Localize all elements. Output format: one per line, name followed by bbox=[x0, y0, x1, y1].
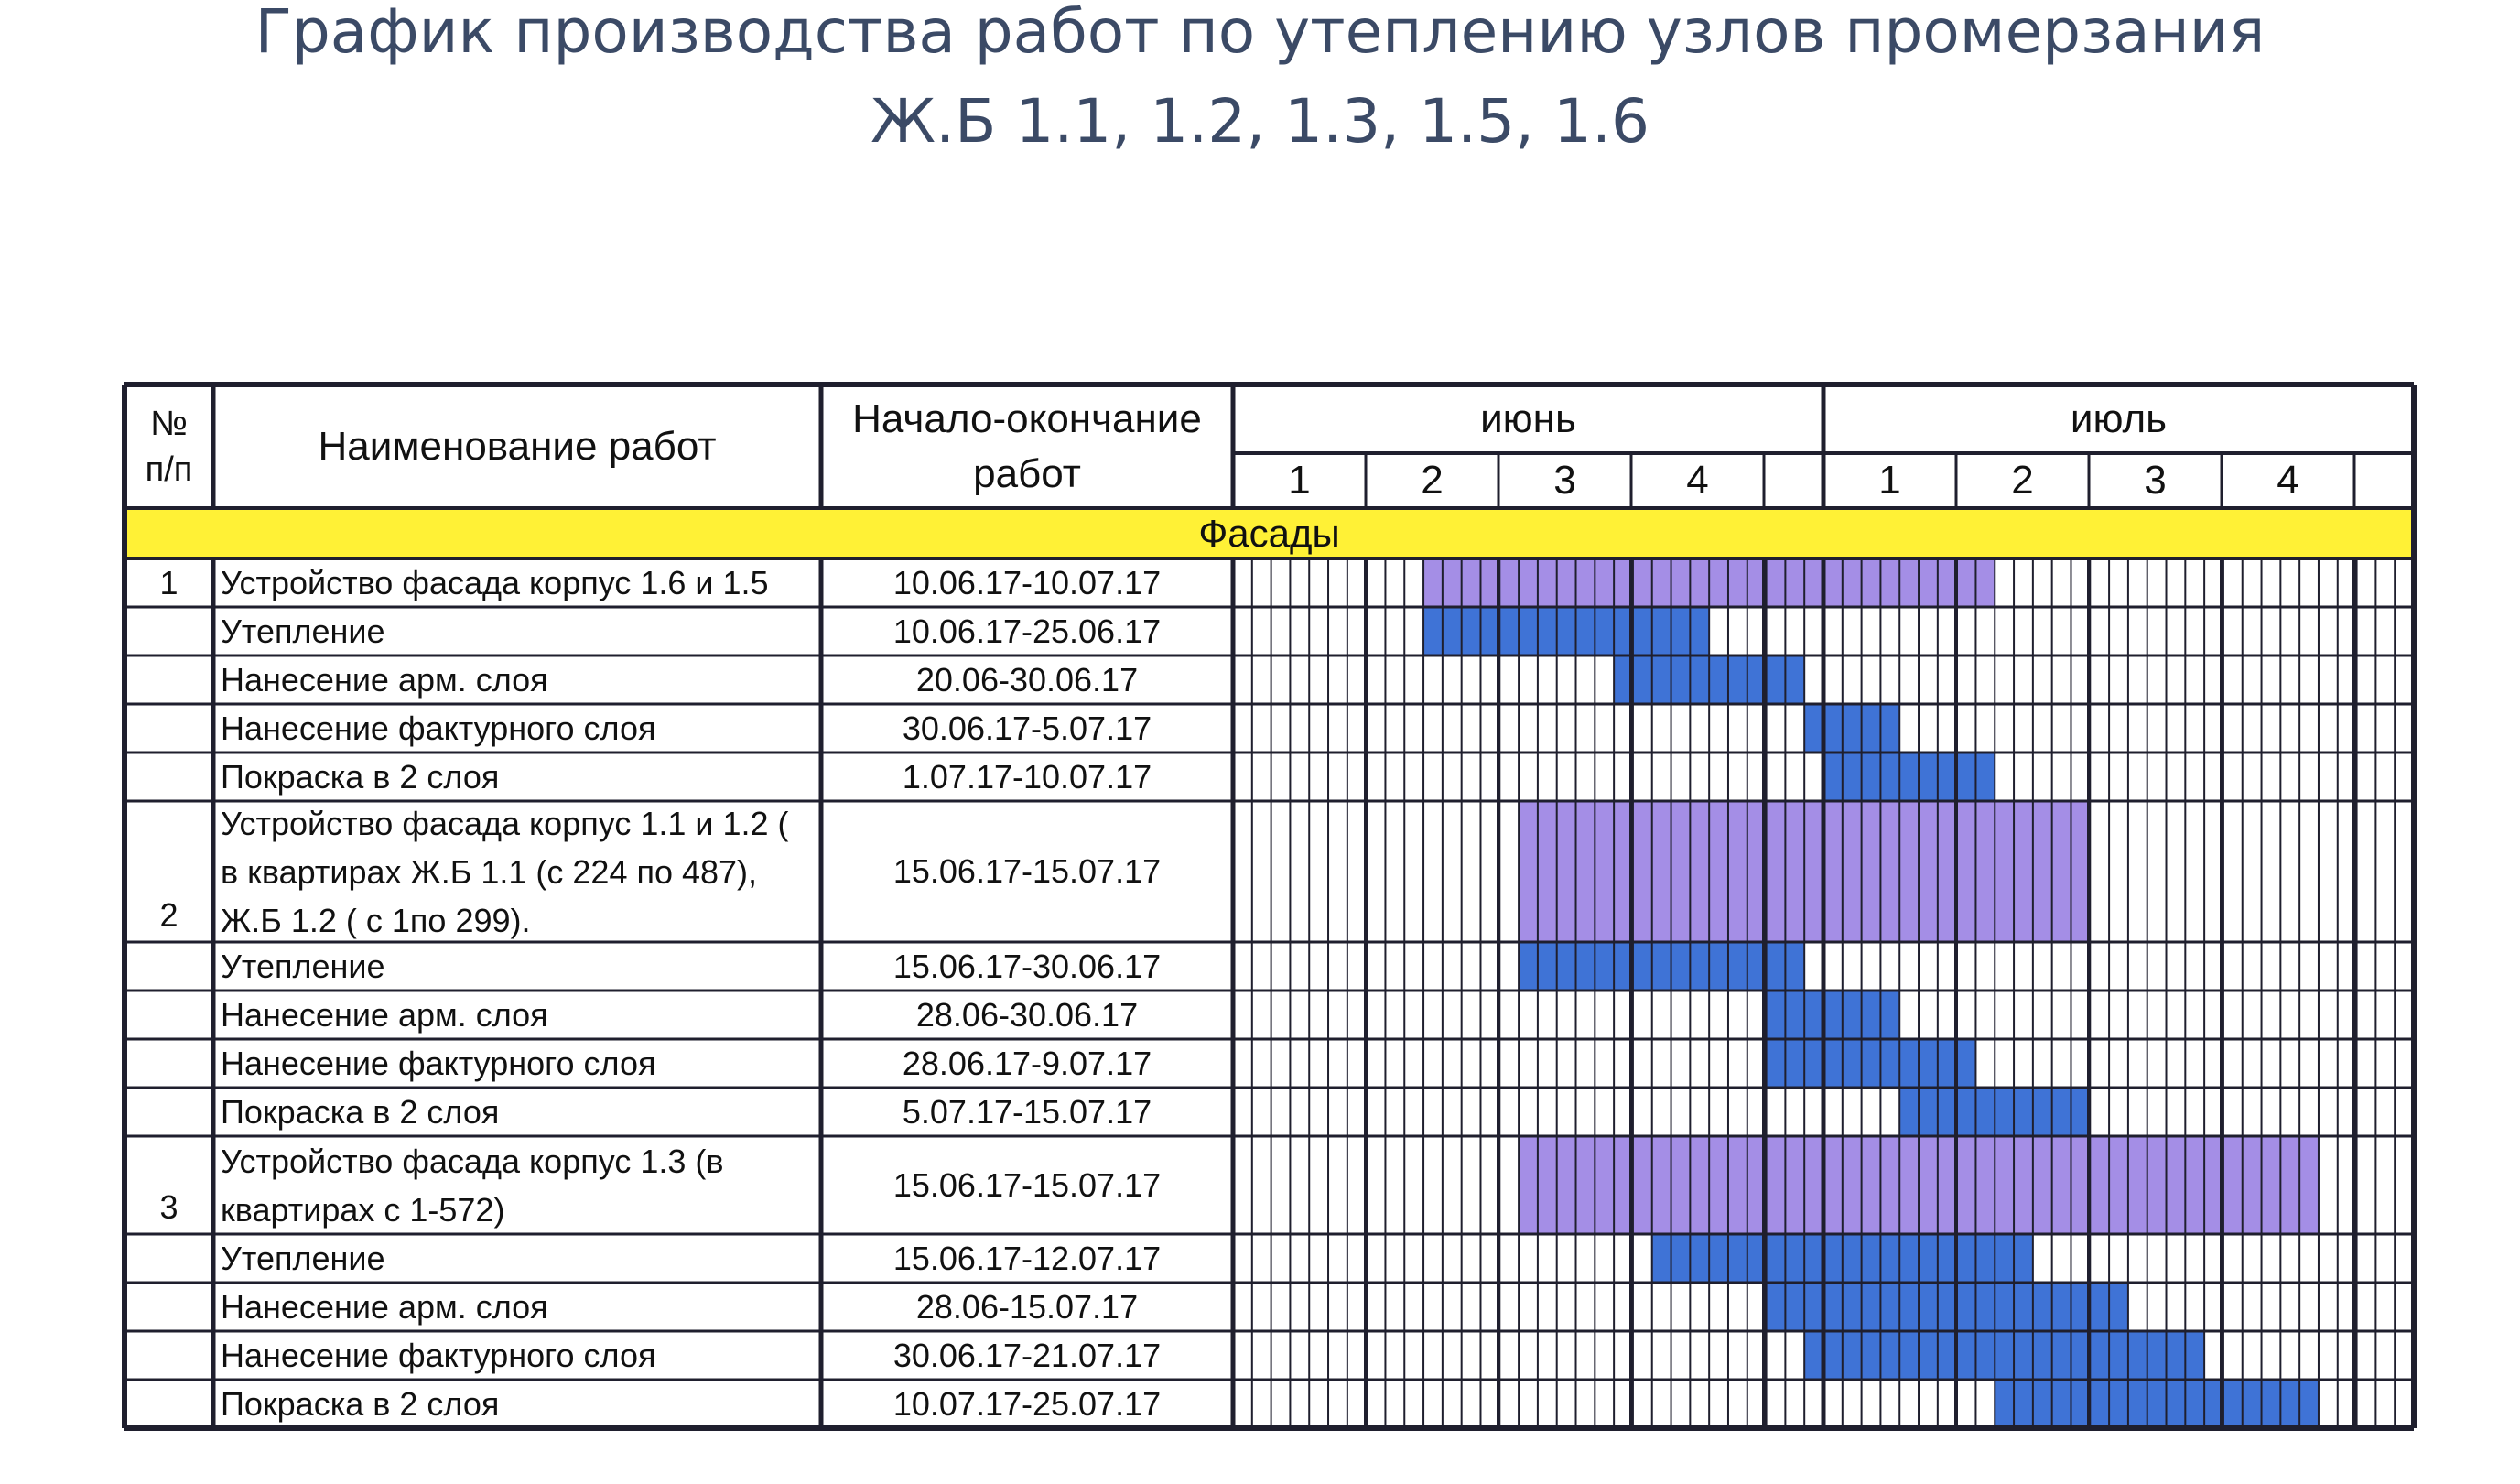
task-dates: 20.06-30.06.17 bbox=[915, 660, 1139, 699]
section-header-facades: Фасады bbox=[124, 508, 2414, 558]
task-dates: 28.06-15.07.17 bbox=[915, 1287, 1139, 1326]
task-name: Покраска в 2 слоя bbox=[221, 1093, 500, 1131]
task-name: Нанесение арм. слоя bbox=[221, 1288, 548, 1326]
week-header-cell: 3 bbox=[2144, 458, 2167, 503]
task-name: Устройство фасада корпус 1.3 (в квартирах… bbox=[213, 1136, 821, 1234]
task-dates: 5.07.17-15.07.17 bbox=[902, 1092, 1152, 1131]
task-dates: 15.06.17-15.07.17 bbox=[892, 852, 1162, 890]
month-june-label: июнь bbox=[1480, 395, 1576, 441]
task-name-line: в квартирах Ж.Б 1.1 (с 224 по 487), bbox=[221, 852, 758, 891]
task-name-line: Ж.Б 1.2 ( с 1по 299). bbox=[221, 901, 531, 939]
task-name: Нанесение фактурного слоя bbox=[221, 710, 656, 747]
document-title-line-2: Ж.Б 1.1, 1.2, 1.3, 1.5, 1.6 bbox=[871, 86, 1649, 157]
task-name: Устройство фасада корпус 1.6 и 1.5 bbox=[221, 564, 769, 601]
task-dates: 10.06.17-25.06.17 bbox=[892, 612, 1162, 650]
week-header-cell: 4 bbox=[2277, 458, 2299, 503]
task-name: Нанесение фактурного слоя bbox=[221, 1045, 656, 1082]
week-header-cell: 2 bbox=[1421, 458, 1444, 503]
gantt-bar-subtask bbox=[1766, 1283, 2128, 1331]
task-name-line: Устройство фасада корпус 1.1 и 1.2 ( bbox=[221, 804, 789, 842]
header-dates: Начало-окончание работ bbox=[821, 385, 1233, 508]
task-name: Нанесение арм. слоя bbox=[221, 996, 548, 1034]
table-grid-lines bbox=[122, 382, 2417, 1431]
header-dates-label: Начало-окончание работ bbox=[852, 395, 1202, 496]
header-month-june: июнь bbox=[1233, 385, 1823, 453]
task-name-line: квартирах с 1-572) bbox=[221, 1190, 505, 1229]
gantt-bar-subtask bbox=[1519, 942, 1805, 991]
header-name: Наименование работ bbox=[213, 385, 821, 508]
task-dates: 30.06.17-5.07.17 bbox=[902, 709, 1152, 747]
task-dates: 15.06.17-12.07.17 bbox=[892, 1239, 1162, 1277]
task-dates: 28.06.17-9.07.17 bbox=[902, 1044, 1152, 1082]
task-dates: 10.06.17-10.07.17 bbox=[892, 563, 1162, 601]
week-header-cell: 1 bbox=[1288, 458, 1311, 503]
gantt-bar-subtask bbox=[1804, 1331, 2205, 1380]
week-header-cell: 1 bbox=[1878, 458, 1901, 503]
task-name: Нанесение арм. слоя bbox=[221, 661, 548, 699]
task-dates: 10.07.17-25.07.17 bbox=[892, 1384, 1162, 1423]
task-name: Нанесение фактурного слоя bbox=[221, 1337, 656, 1374]
gantt-bar-subtask bbox=[1823, 753, 1995, 801]
header-name-label: Наименование работ bbox=[318, 423, 717, 469]
week-header-cell: 2 bbox=[2011, 458, 2034, 503]
task-name: Устройство фасада корпус 1.1 и 1.2 ( в кв… bbox=[213, 801, 821, 942]
task-name: Утепление bbox=[221, 612, 385, 650]
task-dates: 15.06.17-15.07.17 bbox=[892, 1165, 1162, 1204]
task-name-line: Устройство фасада корпус 1.3 (в bbox=[221, 1142, 724, 1180]
gantt-bar-subtask bbox=[1995, 1380, 2319, 1428]
row-number: 2 bbox=[159, 896, 178, 934]
header-number: № п/п bbox=[124, 385, 213, 508]
row-number: 3 bbox=[159, 1188, 178, 1226]
task-name: Утепление bbox=[221, 948, 385, 985]
month-july-label: июль bbox=[2070, 395, 2168, 441]
task-dates: 1.07.17-10.07.17 bbox=[902, 757, 1152, 796]
task-name: Покраска в 2 слоя bbox=[221, 758, 500, 796]
week-header-cell: 4 bbox=[1686, 458, 1709, 503]
gantt-bar-subtask bbox=[1766, 1039, 1976, 1088]
task-dates: 15.06.17-30.06.17 bbox=[892, 947, 1162, 985]
gantt-bar-subtask bbox=[1766, 991, 1900, 1039]
week-header-cell: 3 bbox=[1553, 458, 1576, 503]
row-number: 1 bbox=[159, 563, 178, 601]
task-name: Утепление bbox=[221, 1240, 385, 1277]
gantt-bar-subtask bbox=[1423, 607, 1710, 655]
task-dates: 30.06.17-21.07.17 bbox=[892, 1336, 1162, 1374]
gantt-bar-subtask bbox=[1804, 704, 1900, 753]
header-number-label: № п/п bbox=[145, 404, 193, 489]
section-label: Фасады bbox=[1198, 511, 1340, 555]
task-name: Покраска в 2 слоя bbox=[221, 1385, 500, 1423]
document-title-line-1: График производства работ по утеплению у… bbox=[254, 0, 2266, 67]
task-dates: 28.06-30.06.17 bbox=[915, 995, 1139, 1034]
header-month-july: июль bbox=[1823, 385, 2414, 453]
